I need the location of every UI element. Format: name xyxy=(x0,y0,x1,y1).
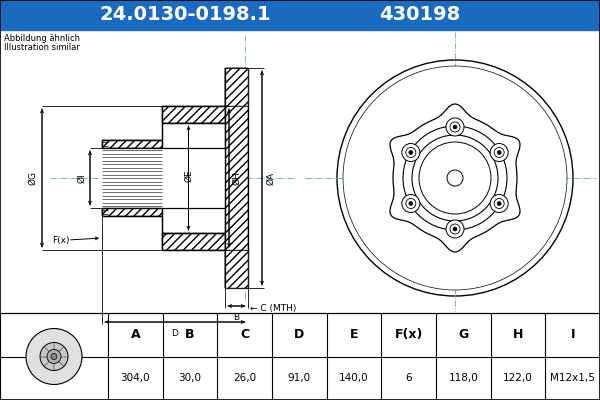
Text: 140,0: 140,0 xyxy=(339,373,369,383)
Circle shape xyxy=(497,202,501,206)
Text: M12x1,5: M12x1,5 xyxy=(550,373,595,383)
Text: 24.0130-0198.1: 24.0130-0198.1 xyxy=(99,6,271,24)
Circle shape xyxy=(409,202,413,206)
Text: 304,0: 304,0 xyxy=(121,373,150,383)
Text: ØH: ØH xyxy=(233,171,241,185)
Circle shape xyxy=(490,144,508,162)
Circle shape xyxy=(446,220,464,238)
Circle shape xyxy=(497,150,501,154)
Text: 91,0: 91,0 xyxy=(288,373,311,383)
Polygon shape xyxy=(102,208,162,216)
Circle shape xyxy=(51,354,57,360)
Polygon shape xyxy=(102,140,162,148)
Text: F(x): F(x) xyxy=(394,328,423,341)
Bar xyxy=(0,313,600,400)
Circle shape xyxy=(47,350,61,364)
Circle shape xyxy=(412,135,498,221)
Polygon shape xyxy=(225,68,248,106)
Circle shape xyxy=(450,122,460,132)
Text: 122,0: 122,0 xyxy=(503,373,533,383)
Text: E: E xyxy=(350,328,358,341)
Text: 30,0: 30,0 xyxy=(179,373,202,383)
Circle shape xyxy=(402,194,420,212)
Circle shape xyxy=(494,198,504,208)
Text: A: A xyxy=(131,328,140,341)
Circle shape xyxy=(40,342,68,370)
Text: B: B xyxy=(185,328,195,341)
Text: H: H xyxy=(513,328,523,341)
Text: ØI: ØI xyxy=(77,173,86,183)
Circle shape xyxy=(409,150,413,154)
Text: Abbildung ähnlich: Abbildung ähnlich xyxy=(4,34,80,43)
Circle shape xyxy=(406,198,416,208)
Text: F(x): F(x) xyxy=(52,236,70,244)
Circle shape xyxy=(26,328,82,384)
Text: ØG: ØG xyxy=(29,171,37,185)
Circle shape xyxy=(453,227,457,231)
Polygon shape xyxy=(225,68,248,288)
Circle shape xyxy=(343,66,567,290)
Circle shape xyxy=(419,142,491,214)
Text: G: G xyxy=(458,328,469,341)
Text: D: D xyxy=(172,329,178,338)
Polygon shape xyxy=(162,233,225,250)
Text: 430198: 430198 xyxy=(379,6,461,24)
Text: 6: 6 xyxy=(406,373,412,383)
Polygon shape xyxy=(225,250,248,288)
Circle shape xyxy=(447,170,463,186)
Text: ØA: ØA xyxy=(266,172,275,184)
Polygon shape xyxy=(162,106,225,123)
Circle shape xyxy=(453,125,457,129)
Circle shape xyxy=(494,148,504,158)
Text: D: D xyxy=(294,328,304,341)
Text: B: B xyxy=(233,313,239,322)
Circle shape xyxy=(403,126,507,230)
Bar xyxy=(300,30,600,313)
Circle shape xyxy=(490,194,508,212)
Circle shape xyxy=(450,224,460,234)
Polygon shape xyxy=(100,148,225,208)
Text: 118,0: 118,0 xyxy=(448,373,478,383)
Circle shape xyxy=(402,144,420,162)
Bar xyxy=(0,30,600,313)
Text: Illustration similar: Illustration similar xyxy=(4,43,80,52)
Text: ← C (MTH): ← C (MTH) xyxy=(250,304,296,312)
Text: C: C xyxy=(240,328,249,341)
Text: ØE: ØE xyxy=(184,170,193,182)
Text: 26,0: 26,0 xyxy=(233,373,256,383)
Polygon shape xyxy=(390,104,520,252)
Text: I: I xyxy=(571,328,575,341)
Bar xyxy=(0,0,600,30)
Circle shape xyxy=(337,60,573,296)
Circle shape xyxy=(406,148,416,158)
Polygon shape xyxy=(162,123,225,233)
Circle shape xyxy=(446,118,464,136)
